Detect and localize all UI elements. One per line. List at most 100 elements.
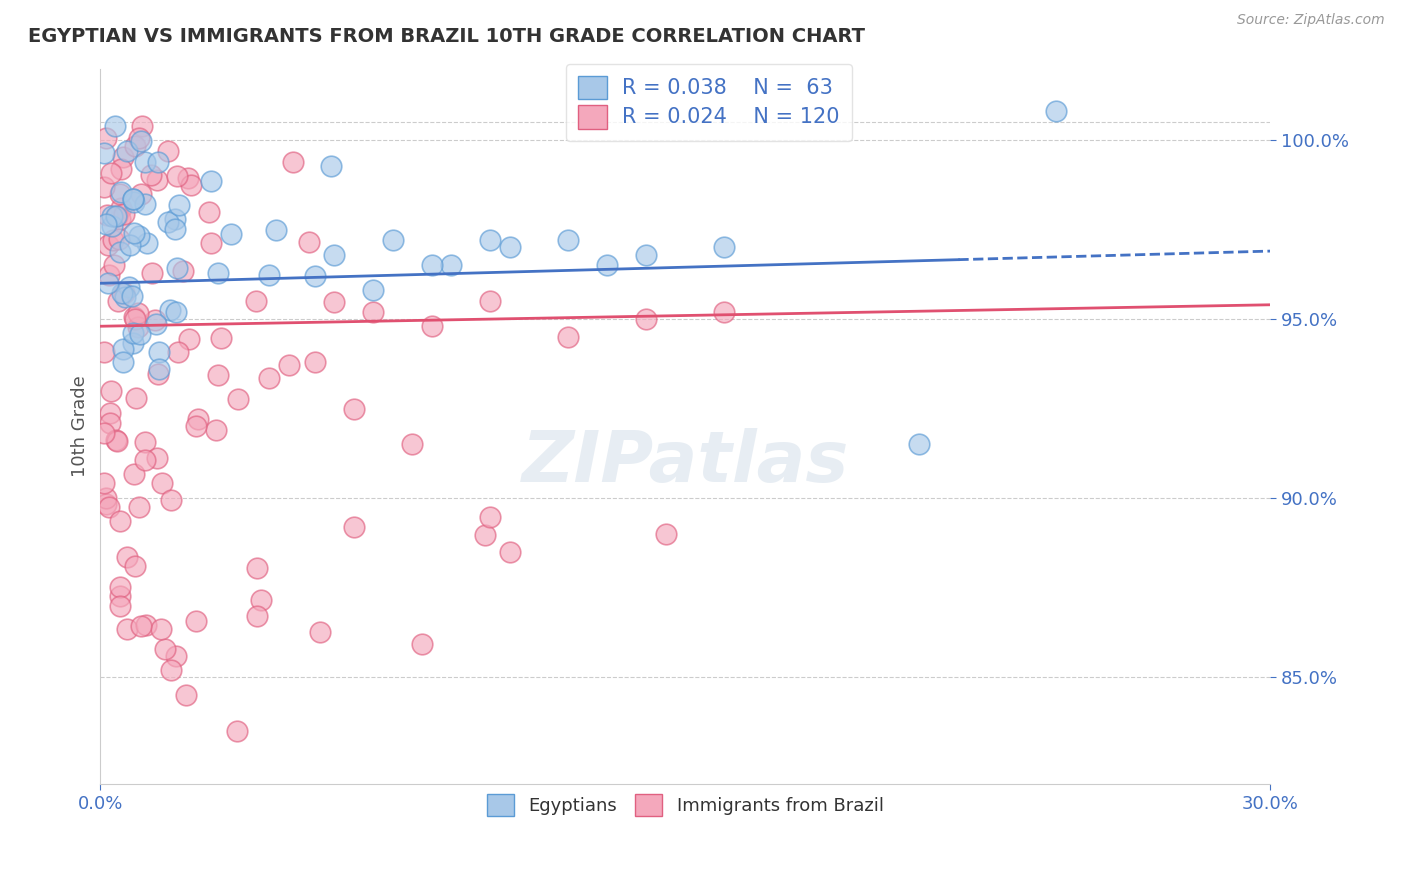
Point: [105, 433, 128, 447]
Point: [105, 209, 128, 223]
Y-axis label: 10th Grade: 10th Grade: [72, 376, 89, 477]
Point: [226, 392, 249, 406]
Point: [93, 180, 115, 194]
Legend: Egyptians, Immigrants from Brazil: Egyptians, Immigrants from Brazil: [478, 786, 893, 825]
Point: [209, 331, 232, 345]
Point: [636, 247, 658, 261]
Point: [103, 233, 125, 247]
Point: [180, 178, 202, 192]
Point: [166, 261, 188, 276]
Point: [309, 624, 332, 639]
Point: [177, 170, 200, 185]
Point: [343, 401, 366, 416]
Point: [148, 367, 170, 381]
Point: [131, 119, 153, 133]
Point: [122, 467, 145, 481]
Point: [114, 289, 136, 303]
Point: [124, 139, 146, 153]
Point: [117, 623, 139, 637]
Point: [343, 519, 366, 533]
Point: [165, 304, 187, 318]
Point: [187, 412, 209, 426]
Point: [557, 330, 579, 344]
Point: [1045, 104, 1067, 119]
Point: [122, 195, 145, 210]
Point: [281, 155, 304, 169]
Point: [112, 286, 135, 301]
Point: [246, 609, 269, 624]
Point: [420, 259, 443, 273]
Point: [321, 159, 343, 173]
Point: [596, 259, 619, 273]
Point: [146, 173, 169, 187]
Text: EGYPTIAN VS IMMIGRANTS FROM BRAZIL 10TH GRADE CORRELATION CHART: EGYPTIAN VS IMMIGRANTS FROM BRAZIL 10TH …: [28, 27, 865, 45]
Point: [159, 303, 181, 318]
Point: [98, 416, 121, 430]
Point: [124, 311, 146, 326]
Point: [121, 289, 143, 303]
Point: [94, 217, 117, 231]
Point: [304, 355, 326, 369]
Point: [250, 593, 273, 607]
Point: [134, 196, 156, 211]
Point: [108, 187, 131, 202]
Point: [205, 423, 228, 437]
Point: [135, 618, 157, 632]
Point: [363, 284, 385, 298]
Point: [98, 268, 121, 283]
Point: [128, 500, 150, 515]
Point: [97, 238, 120, 252]
Point: [111, 285, 134, 300]
Point: [115, 144, 138, 158]
Point: [134, 154, 156, 169]
Point: [149, 622, 172, 636]
Point: [167, 198, 190, 212]
Point: [198, 204, 221, 219]
Point: [122, 326, 145, 340]
Point: [304, 269, 326, 284]
Point: [713, 240, 735, 254]
Point: [112, 207, 135, 221]
Point: [207, 266, 229, 280]
Point: [207, 368, 229, 382]
Point: [93, 425, 115, 440]
Point: [134, 435, 156, 450]
Point: [165, 648, 187, 663]
Point: [98, 500, 121, 515]
Point: [908, 437, 931, 451]
Point: [108, 599, 131, 613]
Point: [636, 312, 658, 326]
Point: [713, 305, 735, 319]
Point: [136, 235, 159, 250]
Point: [148, 361, 170, 376]
Point: [129, 134, 152, 148]
Point: [479, 510, 502, 524]
Text: Source: ZipAtlas.com: Source: ZipAtlas.com: [1237, 13, 1385, 28]
Point: [440, 259, 463, 273]
Point: [257, 268, 280, 283]
Point: [499, 545, 522, 559]
Point: [108, 580, 131, 594]
Point: [165, 222, 187, 236]
Point: [107, 294, 129, 309]
Point: [156, 144, 179, 158]
Point: [401, 437, 423, 451]
Point: [125, 391, 148, 405]
Point: [420, 319, 443, 334]
Point: [118, 280, 141, 294]
Point: [110, 185, 132, 199]
Point: [298, 235, 321, 250]
Point: [139, 168, 162, 182]
Point: [112, 150, 135, 164]
Point: [128, 229, 150, 244]
Point: [96, 208, 118, 222]
Point: [153, 642, 176, 657]
Point: [363, 305, 385, 319]
Point: [104, 209, 127, 223]
Point: [121, 192, 143, 206]
Point: [186, 419, 208, 434]
Point: [179, 332, 201, 346]
Point: [103, 258, 125, 272]
Text: ZIPatlas: ZIPatlas: [522, 428, 849, 497]
Point: [121, 335, 143, 350]
